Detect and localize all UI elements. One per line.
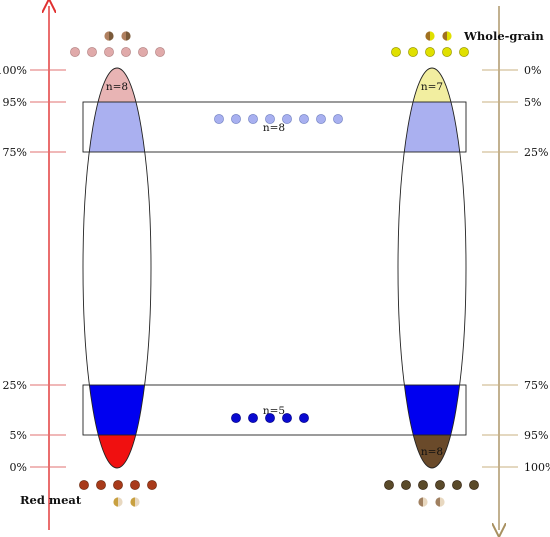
right-tick-5: 5% [524,96,541,109]
right-top-dot-row [391,47,469,57]
dot [138,47,148,57]
half-dot-right [440,497,445,507]
half-dot-left [121,31,126,41]
left-band-top [83,102,151,152]
dot [408,47,418,57]
red-meat-label: Red meat [20,493,82,507]
dot [459,47,469,57]
half-dot-right [109,31,114,41]
right-tick-95: 95% [524,429,548,442]
right-bottom-dot-row [384,480,479,490]
dot [130,480,140,490]
right-axis: 0% 5% 25% 75% 95% 100% [482,6,550,530]
half-dot-left [435,497,440,507]
half-dot-right [135,497,140,507]
upper-box-dot-row [214,114,343,124]
half-dot-right [118,497,123,507]
right-top-n-label: n=7 [421,81,443,93]
right-tick-75: 75% [524,379,548,392]
dot [316,114,326,124]
right-tick-0: 0% [524,64,541,77]
dot [265,413,275,423]
dot [79,480,89,490]
left-ellipse-outline [82,67,152,469]
left-tick-0: 0% [10,461,27,474]
dot [248,413,258,423]
dot [147,480,157,490]
right-ellipse-outline [397,67,467,469]
lower-box-frame [82,384,467,436]
half-dot-right [126,31,131,41]
half-dot-left [113,497,118,507]
half-dot-left [425,31,430,41]
left-tick-5: 5% [10,429,27,442]
half-dot-left [418,497,423,507]
right-axis-ticks [482,69,518,468]
dot [299,413,309,423]
left-tick-75: 75% [3,146,27,159]
dot [469,480,479,490]
whole-grain-label: Whole-grain [463,29,544,43]
half-dot-left [130,497,135,507]
dot [418,480,428,490]
left-top-dot-row [70,47,165,57]
dot [384,480,394,490]
dot [391,47,401,57]
left-cap-bottom [83,435,151,468]
dot [70,47,80,57]
left-tick-95: 95% [3,96,27,109]
left-band-bottom [83,385,151,435]
dot [265,114,275,124]
dot [282,114,292,124]
left-top-n-label: n=8 [106,81,128,93]
lower-box-dot-row [231,413,309,423]
dot [282,413,292,423]
right-tick-25: 25% [524,146,548,159]
left-axis: 100% 95% 75% 25% 5% 0% [0,6,66,530]
dot [121,47,131,57]
half-dot-right [430,31,435,41]
dot [96,480,106,490]
upper-box-frame [82,101,467,153]
right-bottom-half-dots [418,497,445,507]
upper-box-n-label: n=8 [263,122,285,134]
dot [435,480,445,490]
right-bottom-n-label: n=8 [421,446,443,458]
half-dot-left [104,31,109,41]
dot [442,47,452,57]
left-tick-100: 100% [0,64,27,77]
half-dot-right [447,31,452,41]
dot [231,114,241,124]
half-dot-right [423,497,428,507]
left-bottom-half-dots [113,497,140,507]
dot [401,480,411,490]
dot [113,480,123,490]
right-top-half-dots [425,31,452,41]
dot [155,47,165,57]
dot [333,114,343,124]
left-ellipse: n=8 [82,67,152,469]
upper-box: n=8 [82,101,467,153]
dot [104,47,114,57]
left-axis-ticks [30,69,66,468]
left-tick-25: 25% [3,379,27,392]
dot [299,114,309,124]
dot [231,413,241,423]
dot [87,47,97,57]
left-top-half-dots [104,31,131,41]
dot [248,114,258,124]
half-dot-left [442,31,447,41]
dot [425,47,435,57]
dot [214,114,224,124]
right-tick-100: 100% [524,461,550,474]
left-bottom-dot-row [79,480,157,490]
dot [452,480,462,490]
